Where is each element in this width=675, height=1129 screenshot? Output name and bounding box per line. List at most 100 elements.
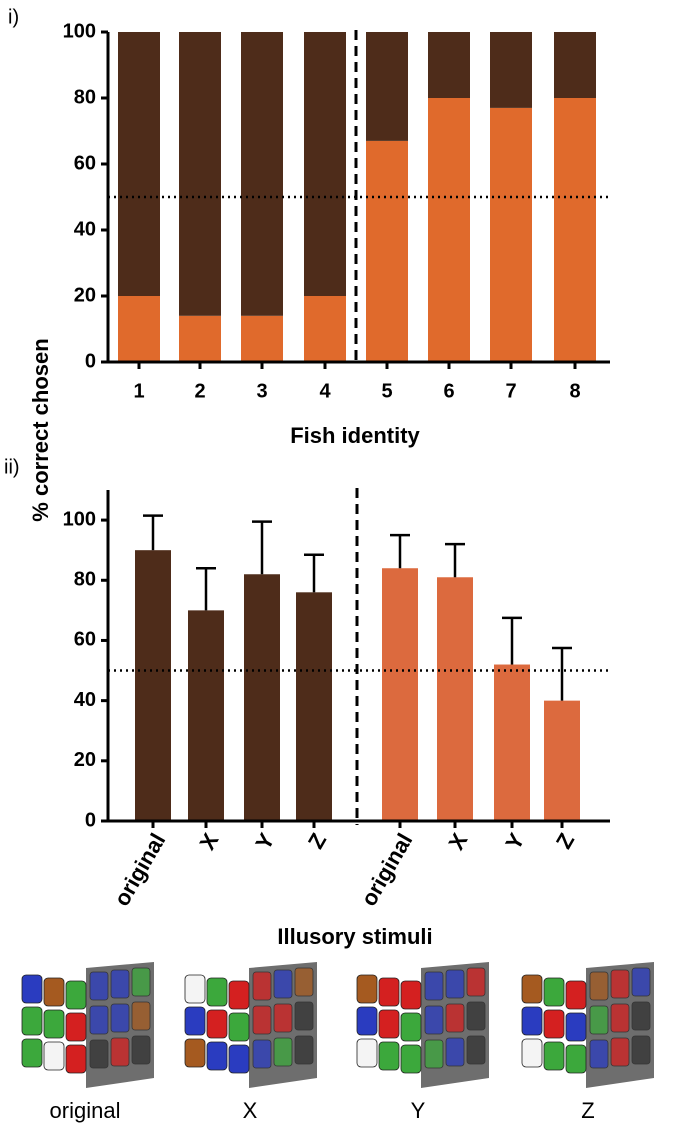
cube-tile bbox=[424, 1039, 444, 1069]
cube-tile bbox=[89, 971, 109, 1001]
y-tick-label: 0 bbox=[85, 809, 96, 831]
cube-tile bbox=[294, 1035, 314, 1065]
y-tick-label: 40 bbox=[74, 689, 96, 711]
cube-tile bbox=[228, 1012, 250, 1042]
x-tick-label: X bbox=[194, 829, 223, 854]
y-tick-label: 20 bbox=[74, 749, 96, 771]
bar-segment bbox=[118, 32, 160, 296]
bar bbox=[382, 568, 418, 821]
cube-tile bbox=[589, 1039, 609, 1069]
bar-segment bbox=[490, 32, 532, 108]
bar bbox=[296, 592, 332, 821]
cube-tile bbox=[131, 967, 151, 997]
x-tick-label: 4 bbox=[319, 380, 331, 402]
cube-tile bbox=[228, 1044, 250, 1074]
cube-tile bbox=[206, 1041, 228, 1071]
cube-tile bbox=[131, 1001, 151, 1031]
x-tick-label: original bbox=[356, 829, 417, 910]
y-tick-label: 60 bbox=[74, 152, 96, 174]
bar-segment bbox=[366, 140, 408, 362]
stimulus-image bbox=[21, 962, 154, 1088]
cube-tile bbox=[65, 980, 87, 1010]
bar-segment bbox=[554, 32, 596, 98]
cube-tile bbox=[65, 1044, 87, 1074]
y-tick-label: 100 bbox=[63, 20, 96, 42]
x-tick-label: Z bbox=[551, 829, 579, 853]
cube-tile bbox=[466, 1035, 486, 1065]
cube-tile bbox=[206, 977, 228, 1007]
cube-tile bbox=[228, 980, 250, 1010]
y-tick-label: 100 bbox=[63, 508, 96, 530]
cube-tile bbox=[631, 1001, 651, 1031]
stimulus-image bbox=[356, 962, 489, 1088]
cube-tile bbox=[43, 1041, 65, 1071]
cube-tile bbox=[184, 1038, 206, 1068]
cube-tile bbox=[589, 1005, 609, 1035]
cube-tile bbox=[521, 1006, 543, 1036]
cube-tile bbox=[206, 1009, 228, 1039]
cube-tile bbox=[110, 1037, 130, 1067]
cube-tile bbox=[445, 969, 465, 999]
bar-segment bbox=[179, 315, 221, 362]
x-tick-label: Y bbox=[500, 829, 529, 854]
cube-tile bbox=[43, 1009, 65, 1039]
cube-tile bbox=[445, 1003, 465, 1033]
cube-tile bbox=[356, 974, 378, 1004]
cube-tile bbox=[445, 1037, 465, 1067]
cube-tile bbox=[521, 974, 543, 1004]
cube-tile bbox=[466, 1001, 486, 1031]
cube-tile bbox=[565, 1044, 587, 1074]
cube-tile bbox=[565, 980, 587, 1010]
cube-tile bbox=[378, 1009, 400, 1039]
y-tick-label: 20 bbox=[74, 284, 96, 306]
cube-tile bbox=[400, 980, 422, 1010]
bar-segment bbox=[554, 98, 596, 362]
x-tick-label: Y bbox=[250, 829, 279, 854]
cube-tile bbox=[631, 967, 651, 997]
x-axis-label: Illusory stimuli bbox=[277, 924, 432, 949]
cube-tile bbox=[610, 1037, 630, 1067]
cube-tile bbox=[21, 1006, 43, 1036]
cube-tile bbox=[610, 1003, 630, 1033]
x-tick-label: X bbox=[443, 829, 472, 854]
cube-tile bbox=[400, 1012, 422, 1042]
stimulus-image bbox=[521, 962, 654, 1088]
bar-segment bbox=[241, 315, 283, 362]
cube-tile bbox=[131, 1035, 151, 1065]
bar-segment bbox=[304, 32, 346, 296]
cube-tile bbox=[294, 967, 314, 997]
stimulus-caption: Z bbox=[581, 1098, 594, 1123]
cube-tile bbox=[273, 1003, 293, 1033]
bar-segment bbox=[428, 98, 470, 362]
cube-tile bbox=[184, 1006, 206, 1036]
y-tick-label: 0 bbox=[85, 350, 96, 372]
y-tick-label: 40 bbox=[74, 218, 96, 240]
cube-tile bbox=[43, 977, 65, 1007]
x-tick-label: 2 bbox=[194, 380, 205, 402]
stimulus-image bbox=[184, 962, 317, 1088]
stimulus-caption: Y bbox=[411, 1098, 426, 1123]
cube-tile bbox=[89, 1039, 109, 1069]
cube-tile bbox=[543, 977, 565, 1007]
x-tick-label: 5 bbox=[381, 380, 392, 402]
y-axis-label: % correct chosen bbox=[28, 338, 53, 521]
bar bbox=[494, 664, 530, 821]
cube-tile bbox=[378, 977, 400, 1007]
x-tick-label: Z bbox=[303, 829, 331, 853]
y-tick-label: 80 bbox=[74, 86, 96, 108]
cube-tile bbox=[252, 971, 272, 1001]
cube-tile bbox=[110, 1003, 130, 1033]
panel-label: ii) bbox=[4, 456, 20, 478]
bar-segment bbox=[304, 296, 346, 362]
bar bbox=[437, 577, 473, 821]
cube-tile bbox=[273, 969, 293, 999]
cube-tile bbox=[543, 1009, 565, 1039]
cube-tile bbox=[400, 1044, 422, 1074]
cube-tile bbox=[21, 974, 43, 1004]
x-tick-label: 3 bbox=[256, 380, 267, 402]
cube-tile bbox=[184, 974, 206, 1004]
bar bbox=[544, 700, 580, 821]
cube-tile bbox=[356, 1006, 378, 1036]
x-tick-label: 6 bbox=[443, 380, 454, 402]
stimulus-caption: X bbox=[243, 1098, 258, 1123]
